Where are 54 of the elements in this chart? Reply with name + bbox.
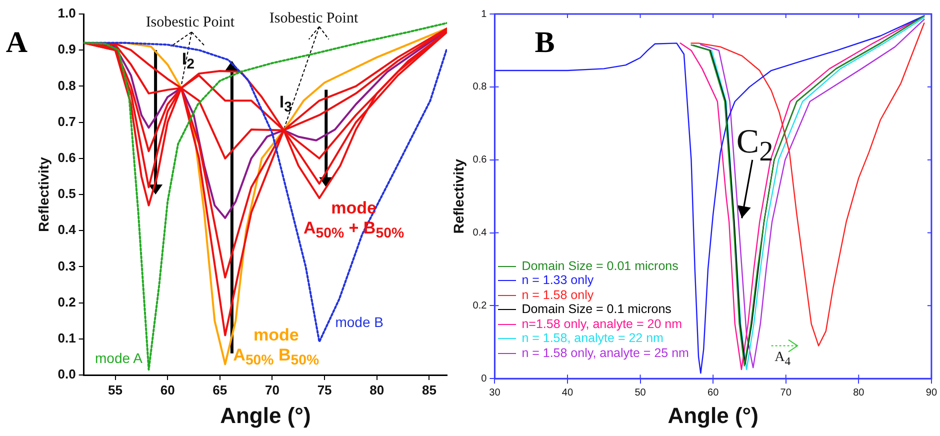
y-tick-label: 1.0 xyxy=(58,6,76,21)
legend-label: n = 1.58 only xyxy=(522,288,594,302)
x-tick-label: 80 xyxy=(370,382,384,398)
x-tick-label: 60 xyxy=(160,382,175,398)
series-label: mode A$_{50%}$ B$_{50%}$ xyxy=(233,325,320,369)
legend-label: n = 1.58, analyte = 22 nm xyxy=(522,331,664,346)
y-tick-label: 0.2 xyxy=(58,294,76,310)
legend-label: n = 1.33 only xyxy=(522,273,594,288)
x-tick-label: 55 xyxy=(108,382,122,398)
x-axis-title: Angle (°) xyxy=(220,402,311,428)
x-tick-label: 75 xyxy=(317,382,332,398)
y-tick-label: 0.8 xyxy=(58,78,76,93)
x-tick-label: 90 xyxy=(926,387,938,398)
x-tick-label: 85 xyxy=(422,382,436,398)
chart-title: B xyxy=(534,26,555,60)
legend-label: Domain Size = 0.1 microns xyxy=(522,302,672,316)
y-tick-label: 0.0 xyxy=(58,366,76,382)
x-tick-label: 60 xyxy=(708,387,720,398)
annotation: C$_{2}$ xyxy=(736,124,774,169)
y-tick-label: 0.6 xyxy=(58,150,76,165)
x-tick-label: 40 xyxy=(562,387,574,398)
y-tick-label: 0.9 xyxy=(58,42,76,57)
y-axis-title: Reflectivity xyxy=(450,158,466,234)
legend-label: n = 1.58 only, analyte = 25 nm xyxy=(522,346,689,360)
series-label: mode B xyxy=(335,314,384,330)
annotation: Isobestic Point xyxy=(269,10,358,28)
legend-label: n=1.58 only, analyte = 20 nm xyxy=(522,316,682,331)
x-tick-label: 70 xyxy=(265,382,280,398)
y-axis-title: Reflectivity xyxy=(35,156,52,232)
y-tick-label: 1 xyxy=(481,8,488,20)
x-tick-label: 65 xyxy=(212,382,228,398)
x-tick-label: 70 xyxy=(780,387,792,398)
annotation: I$_{2}$ xyxy=(182,49,194,73)
y-tick-label: 0.7 xyxy=(58,114,76,129)
y-tick-label: 0.5 xyxy=(58,186,76,202)
y-tick-label: 0 xyxy=(481,373,488,384)
x-tick-label: 50 xyxy=(634,387,646,398)
annotation: I$_{3}$ xyxy=(279,92,292,116)
series-label: mode A xyxy=(95,350,142,366)
y-tick-label: 0.4 xyxy=(472,228,488,239)
x-tick-label: 30 xyxy=(489,387,501,398)
legend-label: Domain Size = 0.01 microns xyxy=(522,258,678,273)
annotation: A$_{4}$ xyxy=(774,350,791,368)
y-tick-label: 0.2 xyxy=(472,300,488,312)
x-axis-title: Angle (°) xyxy=(668,402,758,428)
annotation: Isobestic Point xyxy=(146,14,235,32)
series-label: mode A$_{50%}$ + B$_{50%}$ xyxy=(303,198,404,242)
chart-title: A xyxy=(6,26,28,60)
x-tick-label: 80 xyxy=(853,387,865,398)
y-tick-label: 0.1 xyxy=(58,330,76,346)
y-tick-label: 0.6 xyxy=(472,154,488,166)
y-tick-label: 0.8 xyxy=(472,82,488,93)
y-tick-label: 0.4 xyxy=(58,222,77,238)
y-tick-label: 0.3 xyxy=(58,258,76,274)
